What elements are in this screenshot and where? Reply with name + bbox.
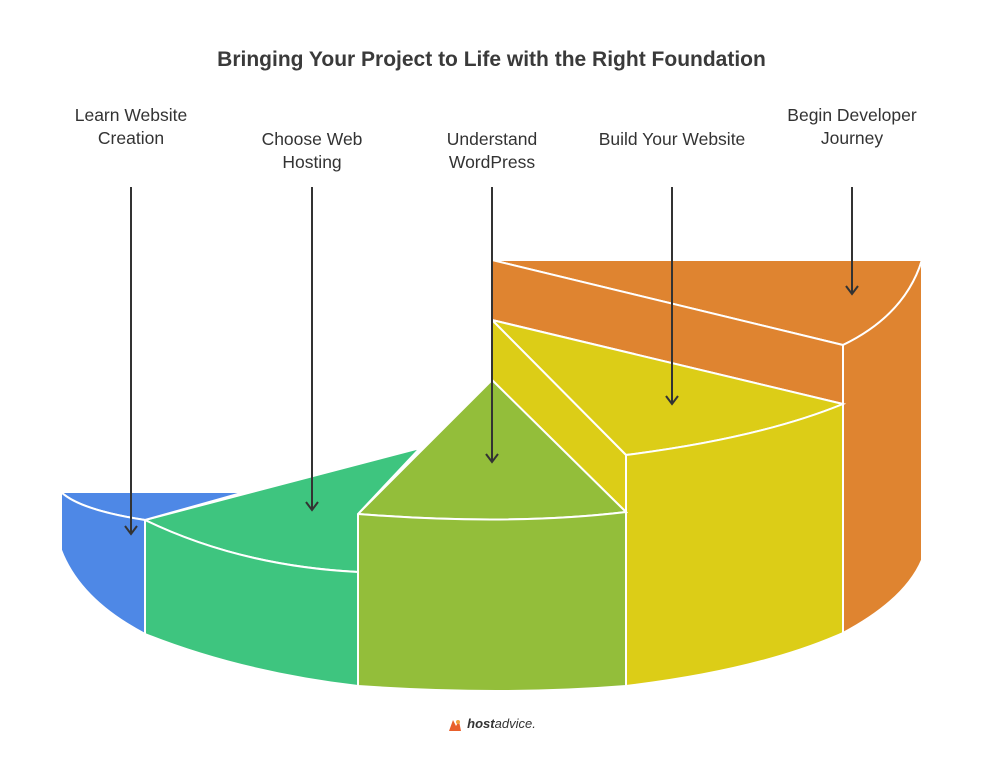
arrow-understand-wordpress <box>485 187 499 464</box>
label-build-your-website: Build Your Website <box>598 129 746 149</box>
segment-yellow-side <box>625 402 844 688</box>
arrow-learn-website-creation <box>124 187 138 536</box>
segment-blue-side <box>60 489 146 636</box>
label-begin-developer-journey: Begin Developer Journey <box>787 105 917 148</box>
label-choose-web-hosting: Choose Web Hosting <box>261 129 363 172</box>
footer-brand: hostadvice. <box>0 716 983 733</box>
hostadvice-logo-icon <box>449 719 462 731</box>
segment-choose-web-hosting <box>142 446 424 688</box>
arrow-begin-developer-journey <box>845 187 859 296</box>
label-understand-wordpress: Understand WordPress <box>446 129 538 172</box>
diagram-title: Bringing Your Project to Life with the R… <box>217 48 766 71</box>
segment-green-side <box>144 518 359 688</box>
arrow-build-your-website <box>665 187 679 406</box>
segment-learn-website-creation <box>58 489 246 636</box>
arrow-choose-web-hosting <box>305 187 319 512</box>
segment-olive-side <box>357 510 627 692</box>
segment-begin-developer-journey <box>491 258 924 635</box>
segment-orange-side <box>842 259 923 635</box>
label-learn-website-creation: Learn Website Creation <box>74 105 188 148</box>
brand-strong: host <box>467 716 495 731</box>
brand-light: advice. <box>494 716 536 731</box>
pointer-arrows <box>124 187 859 536</box>
